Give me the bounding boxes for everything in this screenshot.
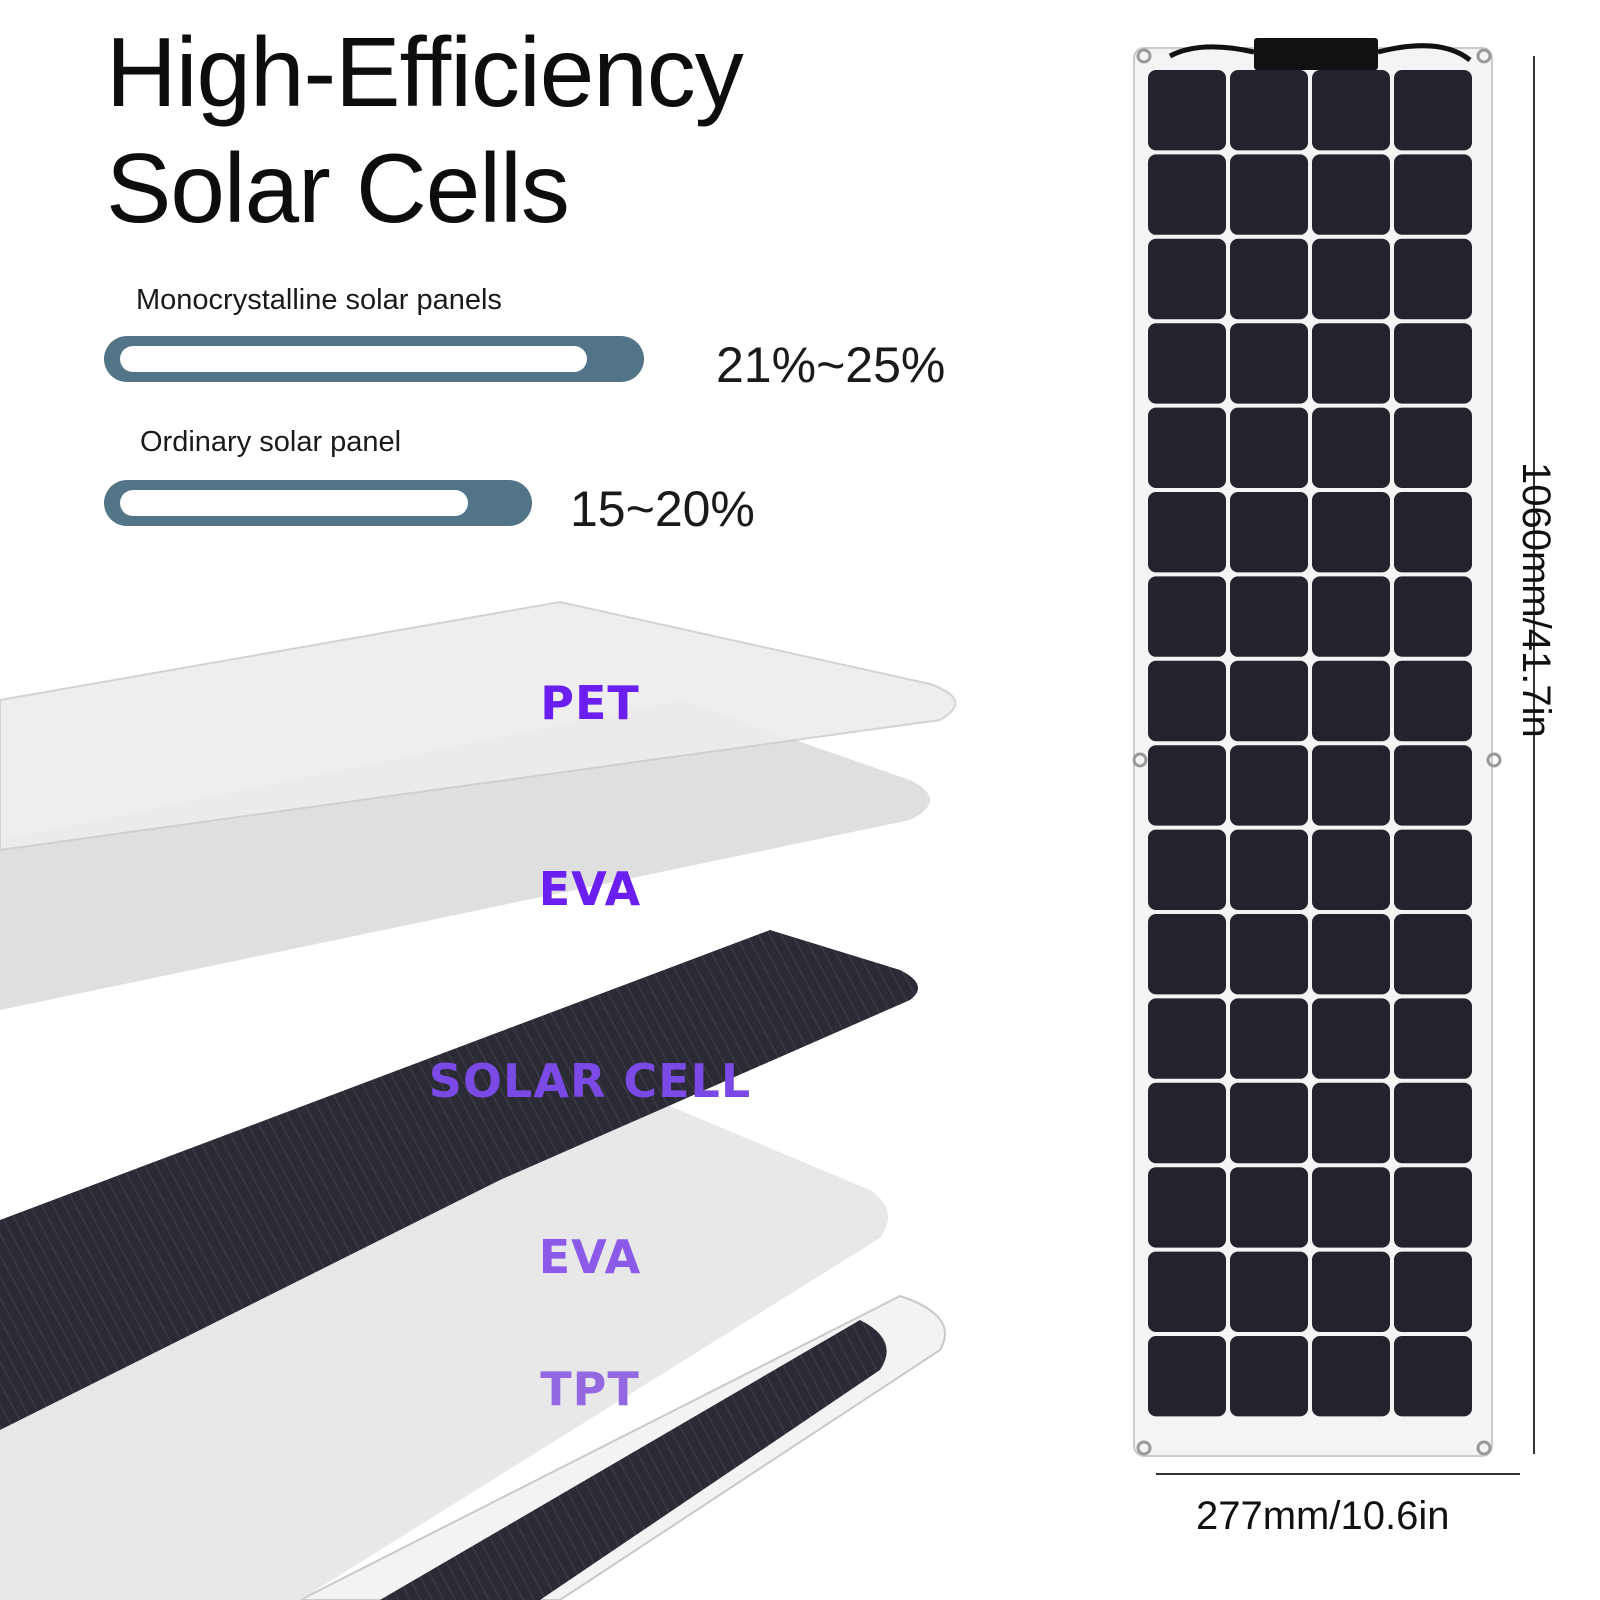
panel-cell [1148,323,1226,404]
panel-cell [1394,492,1472,573]
panel-cell [1148,914,1226,995]
panel-cell [1230,407,1308,488]
panel-cell [1394,70,1472,151]
panel-cell [1394,660,1472,742]
layer-label-tpt: TPT [540,1362,640,1416]
panel-cell [1148,70,1226,151]
panel-cell [1312,914,1390,995]
panel-cell [1148,1336,1226,1417]
panel-cell [1148,576,1226,657]
panel-cells [1148,70,1472,1417]
layer-label-solar-cell: SOLAR CELL [428,1054,752,1108]
panel-cell [1312,238,1390,320]
panel-cell [1230,1251,1308,1332]
panel-cell [1394,238,1472,320]
eva-lower-layer [0,1060,888,1600]
panel-cell [1312,576,1390,657]
panel-cell [1230,1082,1308,1164]
panel-cell [1312,323,1390,404]
panel-width-label: 277mm/10.6in [1196,1494,1450,1538]
panel-cell [1230,492,1308,573]
panel-cell [1230,576,1308,657]
solar-cell-layer [0,930,918,1430]
mount-hole [1136,1440,1152,1456]
panel-cell [1312,1082,1390,1164]
panel-cell [1394,745,1472,826]
panel-cell [1230,70,1308,151]
pet-layer [0,600,957,852]
panel-cell [1312,1336,1390,1417]
eva-upper-layer [0,700,930,1010]
panel-cell [1312,1167,1390,1248]
panel-cell [1148,407,1226,488]
panel-cell [1148,998,1226,1079]
mono-efficiency-value: 21%~25% [716,337,946,393]
title-line-2: Solar Cells [106,133,570,243]
panel-cable [1168,43,1472,63]
panel-cell [1394,1167,1472,1248]
panel-cell [1230,998,1308,1079]
panel-cell [1312,492,1390,573]
panel-cell [1394,829,1472,910]
panel-cell [1230,914,1308,995]
mount-hole [1476,1440,1492,1456]
panel-cell [1230,1167,1308,1248]
layer-label-eva-upper: EVA [538,862,642,916]
panel-cell [1312,1251,1390,1332]
mount-hole [1476,48,1492,64]
ordinary-efficiency-bar [104,480,532,526]
panel-cell [1230,745,1308,826]
panel-cell [1148,1167,1226,1248]
tpt-cells [380,1320,887,1600]
panel-cell [1394,998,1472,1079]
panel-cell [1312,154,1390,235]
panel-cell [1312,829,1390,910]
panel-cell [1148,829,1226,910]
page-title: High-Efficiency Solar Cells [106,14,744,246]
panel-cell [1230,660,1308,742]
panel-cell [1148,1251,1226,1332]
panel-cell [1148,660,1226,742]
panel-cell [1148,154,1226,235]
mono-efficiency-fill [120,346,587,372]
panel-cell [1148,1082,1226,1164]
panel-cell [1230,323,1308,404]
panel-cell [1394,1251,1472,1332]
panel-cell [1312,407,1390,488]
mount-hole [1486,752,1502,768]
layer-label-eva-lower: EVA [538,1230,642,1284]
mount-hole [1136,48,1152,64]
panel-cell [1394,323,1472,404]
ordinary-efficiency-fill [120,490,468,516]
panel-cell [1394,576,1472,657]
junction-box [1254,38,1378,70]
panel-cell [1312,70,1390,151]
mono-efficiency-bar [104,336,644,382]
layer-stack-illustration [0,600,957,1600]
panel-cell [1312,745,1390,826]
ordinary-label: Ordinary solar panel [140,426,402,458]
panel-cell [1230,154,1308,235]
panel-cell [1312,660,1390,742]
title-line-1: High-Efficiency [106,17,744,127]
panel-cell [1394,154,1472,235]
panel-cell [1312,998,1390,1079]
panel-cell [1394,914,1472,995]
panel-cell [1230,829,1308,910]
panel-cell [1148,492,1226,573]
layer-label-pet: PET [540,676,640,730]
panel-cell [1230,238,1308,320]
mount-hole [1132,752,1148,768]
panel-cell [1148,745,1226,826]
panel-cell [1394,1082,1472,1164]
ordinary-efficiency-value: 15~20% [570,481,755,537]
panel-cell [1230,1336,1308,1417]
panel-height-label: 1060mm/41.7in [1514,462,1558,738]
panel-cell [1148,238,1226,320]
panel-cell [1394,1336,1472,1417]
mono-label: Monocrystalline solar panels [136,284,502,316]
panel-cell [1394,407,1472,488]
